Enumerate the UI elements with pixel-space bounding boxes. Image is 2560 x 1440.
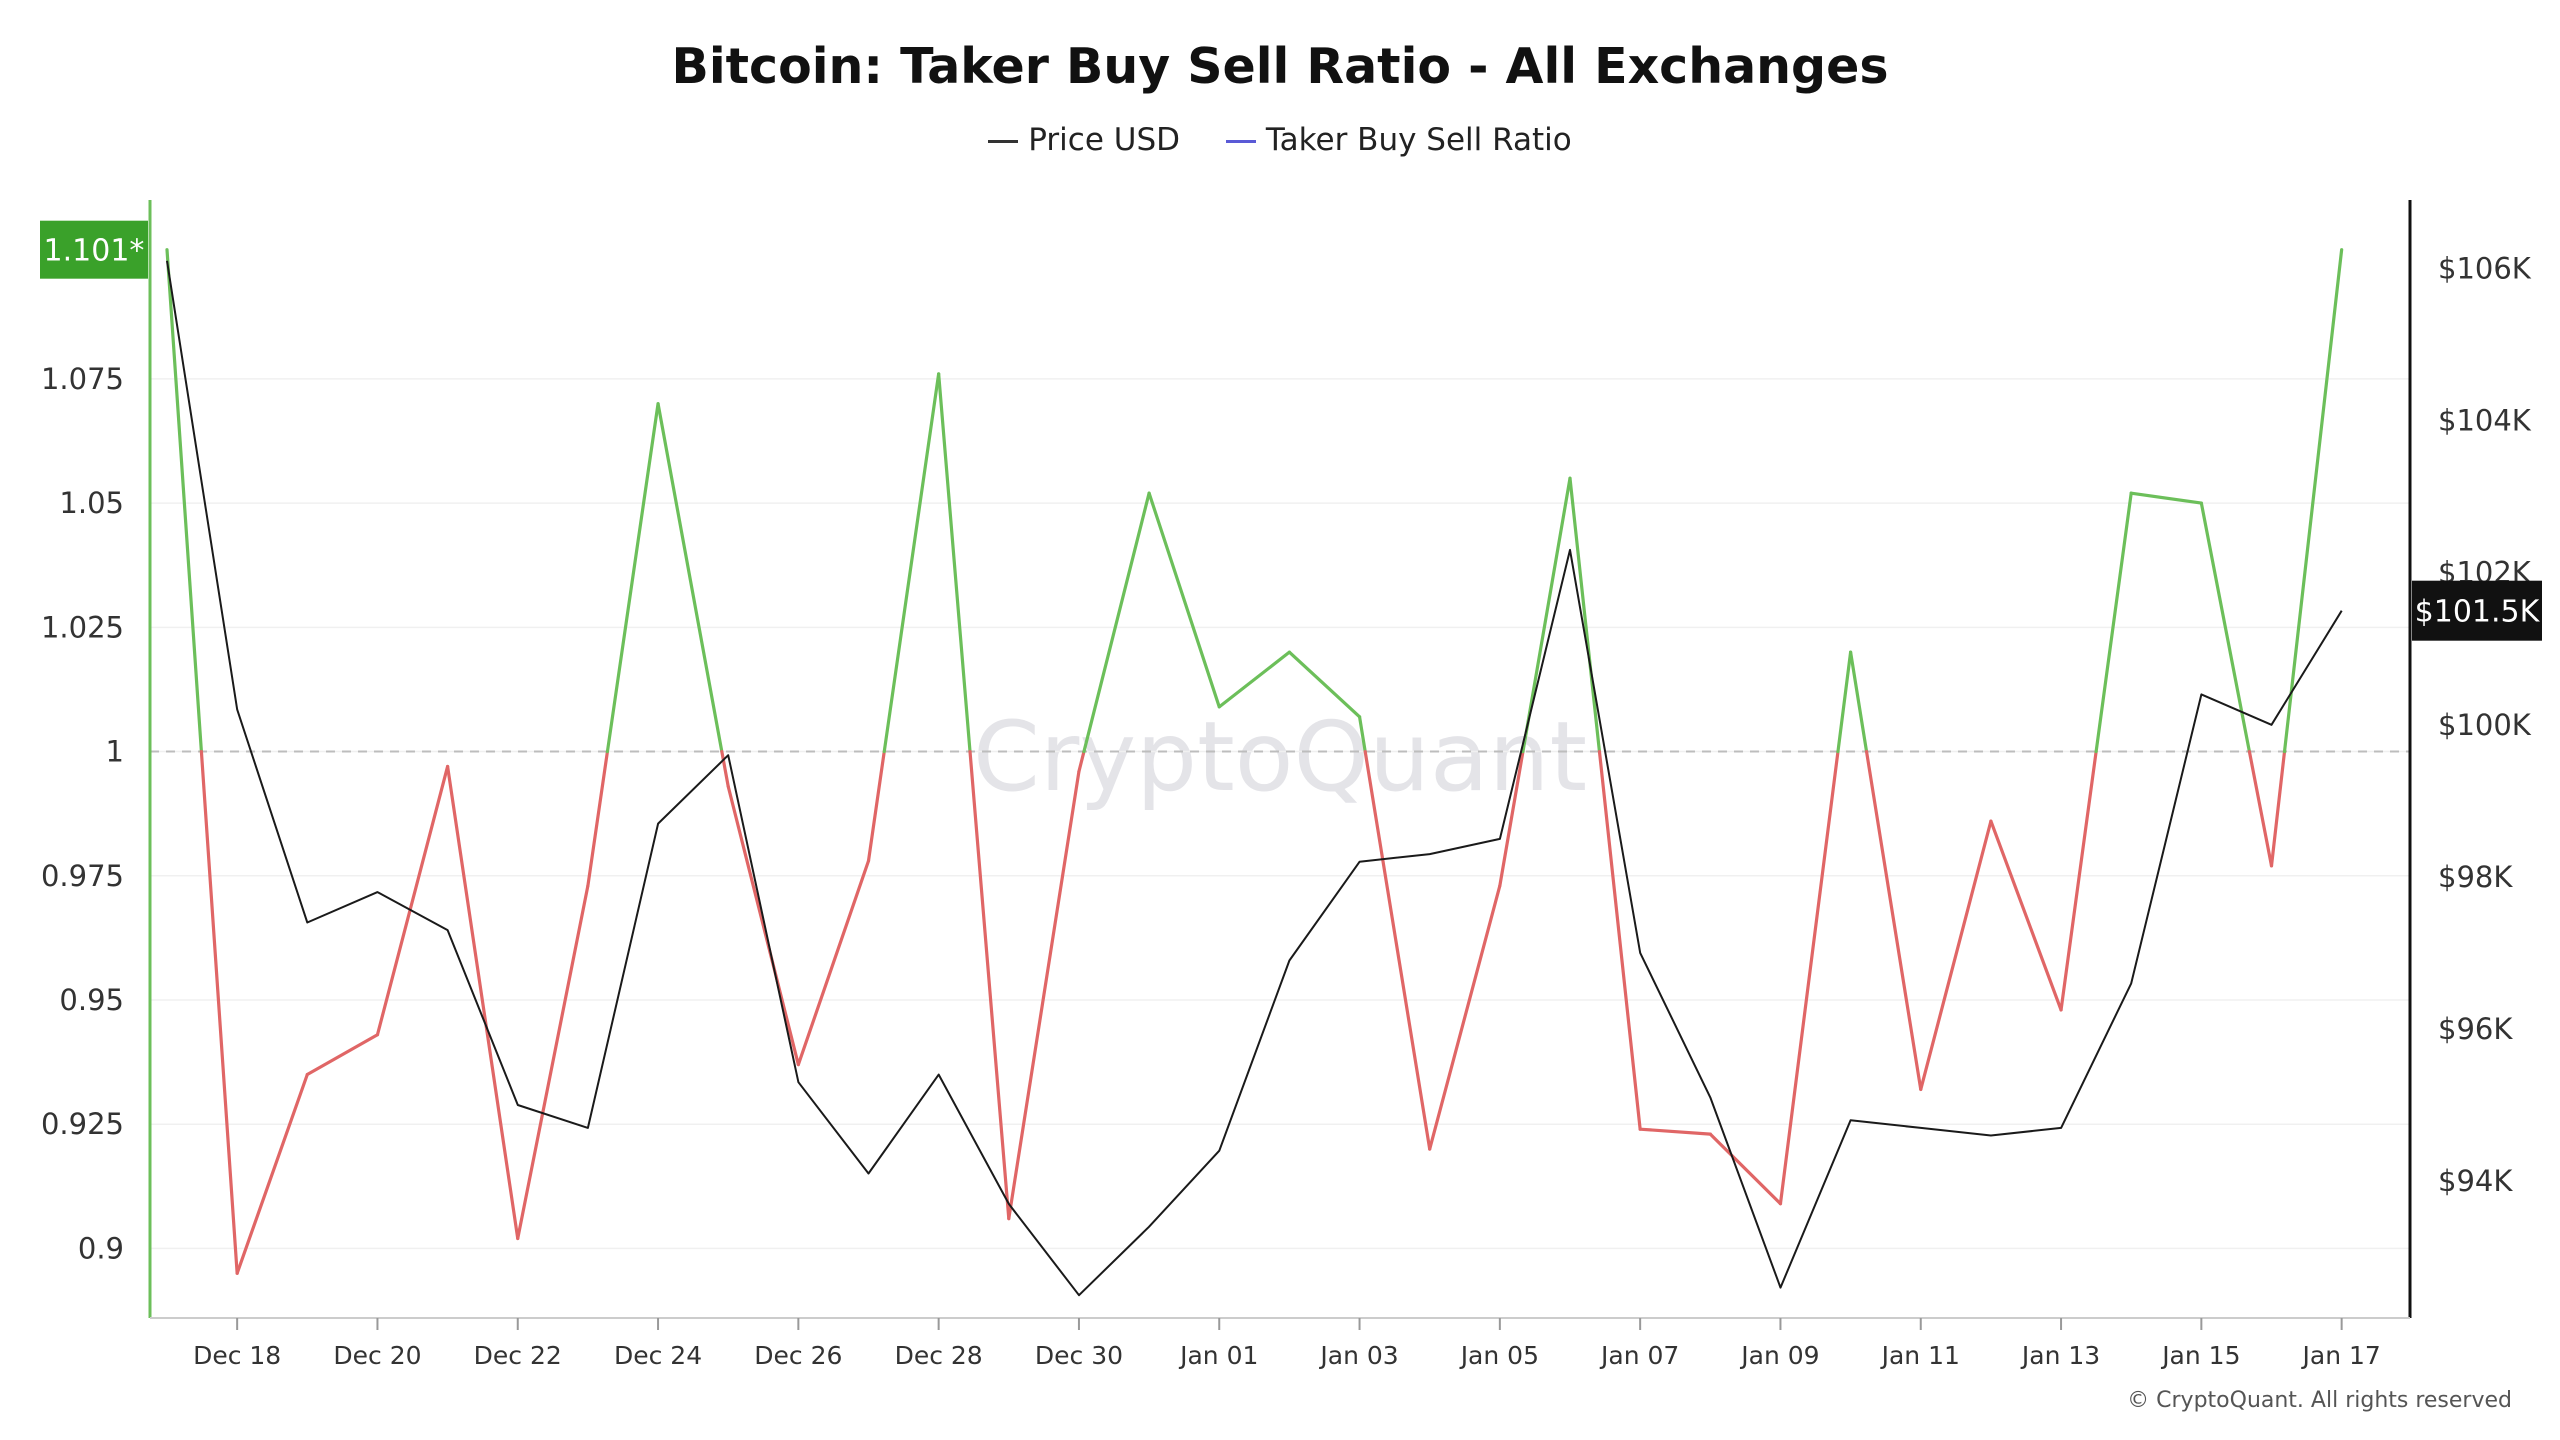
ratio-line-segment <box>796 859 871 1067</box>
watermark-text: CryptoQuant <box>973 701 1587 813</box>
x-tick-label: Dec 26 <box>754 1341 842 1370</box>
right-tick-label: $100K <box>2438 708 2532 742</box>
current-price-badge <box>2412 580 2542 641</box>
price-line <box>166 260 2343 1297</box>
ratio-line-segment <box>446 764 520 1241</box>
legend-swatch-ratio <box>1225 140 1256 143</box>
ratio-line-segment <box>199 749 239 1275</box>
legend-label-price: Price USD <box>1028 122 1180 158</box>
ratio-line-segment <box>2282 248 2344 754</box>
left-tick-label: 0.925 <box>41 1107 124 1141</box>
x-tick-label: Jan 07 <box>1599 1341 1679 1370</box>
right-tick-label: $94K <box>2438 1164 2513 1198</box>
x-tick-label: Dec 28 <box>895 1341 983 1370</box>
left-tick-label: 1.025 <box>41 610 124 644</box>
ratio-line-segment <box>1864 749 1923 1092</box>
legend-label-ratio: Taker Buy Sell Ratio <box>1265 122 1572 158</box>
ratio-line-segment <box>2269 749 2287 868</box>
left-tick-label: 1.05 <box>59 486 124 520</box>
ratio-line-segment <box>882 372 941 754</box>
ratio-line-segment <box>656 402 724 754</box>
ratio-line-segment <box>1287 650 1362 719</box>
ratio-line-segment <box>726 784 800 1067</box>
ratio-line-segment <box>375 764 450 1037</box>
ratio-line-segment <box>2059 749 2098 1012</box>
ratio-line-segment <box>1597 749 1642 1131</box>
ratio-line-segment <box>1363 749 1432 1151</box>
ratio-line-segment <box>1989 819 2063 1012</box>
ratio-line-segment <box>1428 884 1502 1151</box>
current-price-badge-label: $101.5K <box>2415 595 2541 630</box>
left-tick-label: 0.95 <box>59 983 124 1017</box>
ratio-series <box>165 248 2344 1275</box>
right-tick-label: $106K <box>2438 251 2532 285</box>
ratio-line-segment <box>586 749 610 888</box>
legend: Price USD Taker Buy Sell Ratio <box>0 122 2560 158</box>
x-tick-label: Jan 09 <box>1739 1341 1819 1370</box>
x-tick-label: Jan 17 <box>2301 1341 2381 1370</box>
left-tick-label: 1 <box>106 735 124 769</box>
ratio-line-segment <box>165 248 203 754</box>
ratio-line-segment <box>1217 650 1292 709</box>
ratio-line-segment <box>605 402 660 754</box>
ratio-line-segment <box>1498 749 1525 888</box>
x-tick-label: Dec 20 <box>333 1341 421 1370</box>
ratio-line-segment <box>1357 715 1367 754</box>
legend-item-ratio[interactable]: Taker Buy Sell Ratio <box>1225 122 1572 158</box>
ratio-line-segment <box>1638 1127 1712 1136</box>
ratio-line-segment <box>1568 476 1602 754</box>
ratio-line-segment <box>1848 650 1869 754</box>
chart-title: Bitcoin: Taker Buy Sell Ratio - All Exch… <box>671 38 1889 95</box>
left-tick-label: 1.075 <box>41 362 124 396</box>
ratio-line-segment <box>2247 749 2274 868</box>
ratio-line-segment <box>1919 819 1993 1092</box>
left-tick-label: 0.975 <box>41 859 124 893</box>
ratio-line-segment <box>1077 749 1086 774</box>
ratio-line-segment <box>2199 501 2251 754</box>
ratio-line-segment <box>305 1033 380 1077</box>
ratio-line-segment <box>1082 491 1151 754</box>
x-tick-label: Jan 03 <box>1318 1341 1398 1370</box>
ratio-line-segment <box>1007 769 1081 1221</box>
footer-credit: © CryptoQuant. All rights reserved <box>2127 1388 2512 1413</box>
x-tick-label: Dec 22 <box>474 1341 562 1370</box>
ratio-line-segment <box>235 1072 309 1275</box>
ratio-line-segment <box>1521 476 1572 754</box>
ratio-line-segment <box>937 372 972 754</box>
x-tick-label: Jan 05 <box>1459 1341 1539 1370</box>
ratio-line-segment <box>1708 1132 1783 1206</box>
right-tick-label: $98K <box>2438 860 2513 894</box>
current-ratio-badge <box>40 220 148 279</box>
legend-item-price[interactable]: Price USD <box>988 122 1180 158</box>
ratio-line-segment <box>1836 650 1853 754</box>
current-ratio-badge-label: 1.101* <box>44 234 145 269</box>
x-tick-label: Dec 30 <box>1035 1341 1123 1370</box>
right-tick-label: $104K <box>2438 404 2532 438</box>
ratio-line-segment <box>968 749 1011 1221</box>
ratio-line-segment <box>1147 491 1221 709</box>
x-tick-label: Jan 13 <box>2020 1341 2100 1370</box>
x-tick-label: Dec 24 <box>614 1341 702 1370</box>
ratio-line-segment <box>2094 491 2133 754</box>
right-tick-label: $96K <box>2438 1012 2513 1046</box>
ratio-line-segment <box>516 884 590 1241</box>
ratio-line-segment <box>866 749 886 863</box>
ratio-line-segment <box>720 749 730 788</box>
x-tick-label: Jan 01 <box>1178 1341 1258 1370</box>
x-tick-label: Dec 18 <box>193 1341 281 1370</box>
x-tick-label: Jan 11 <box>1880 1341 1960 1370</box>
ratio-line-segment <box>2129 491 2203 505</box>
left-tick-label: 0.9 <box>78 1231 124 1265</box>
x-tick-label: Jan 15 <box>2160 1341 2240 1370</box>
ratio-line-segment <box>1778 749 1840 1206</box>
legend-swatch-price <box>988 140 1019 143</box>
